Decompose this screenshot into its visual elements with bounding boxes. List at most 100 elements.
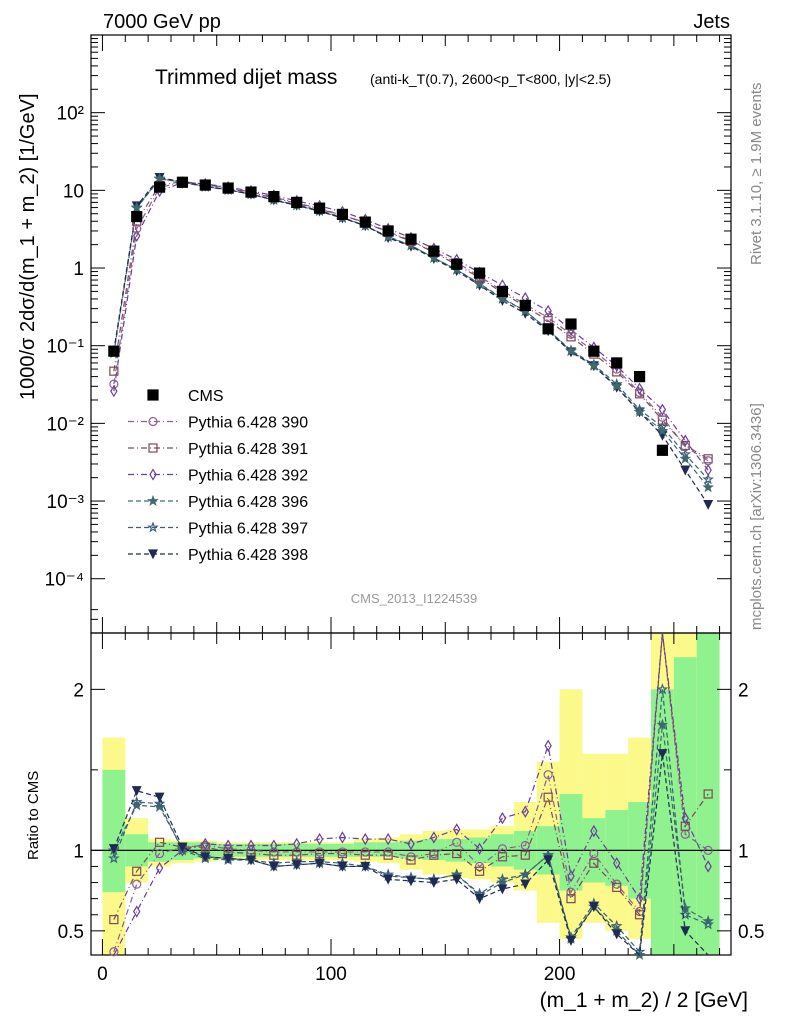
data-point: [566, 332, 576, 342]
data-point: [681, 811, 689, 825]
data-point: [430, 831, 438, 844]
data-point: [405, 233, 417, 245]
data-point: [293, 837, 301, 851]
data-point: [520, 850, 530, 860]
data-point: [679, 908, 692, 920]
data-point: [268, 191, 280, 203]
markers-pythia-6-428-398: [108, 172, 714, 510]
data-point: [176, 176, 189, 188]
data-point: [473, 277, 486, 290]
legend-label: Pythia 6.428 391: [188, 441, 308, 458]
data-point: [130, 795, 143, 808]
y-tick-label: 10⁻³: [47, 492, 85, 513]
band-inner: [376, 842, 400, 857]
data-point: [566, 329, 576, 339]
band-inner: [673, 657, 697, 955]
data-point: [382, 225, 394, 237]
data-point: [429, 850, 439, 860]
data-point: [245, 186, 257, 198]
data-point: [147, 389, 159, 401]
data-point: [247, 839, 255, 852]
data-point: [360, 850, 370, 860]
markers-cms: [108, 176, 669, 456]
data-point: [657, 415, 668, 425]
data-point: [110, 384, 118, 398]
data-point: [474, 861, 485, 872]
data-point: [133, 229, 141, 242]
data-point: [519, 299, 531, 312]
ratio-y-tick-label: 2: [738, 680, 749, 701]
band-inner: [353, 842, 377, 857]
data-point: [475, 842, 484, 855]
data-point: [497, 852, 508, 862]
data-point: [543, 855, 554, 866]
data-point: [635, 382, 644, 395]
main-panel-series: [107, 172, 715, 510]
legend-label: Pythia 6.428 398: [188, 547, 308, 564]
series-line: [113, 181, 709, 471]
data-point: [383, 850, 393, 860]
data-point: [496, 292, 509, 304]
data-point: [109, 366, 119, 376]
plot-frames: [90, 34, 732, 956]
data-point: [658, 403, 667, 416]
data-point: [704, 860, 712, 873]
legend-entry: Pythia 6.428 396: [128, 494, 308, 511]
data-point: [681, 434, 689, 447]
data-point: [680, 926, 691, 937]
series-pythia-6-428-391: [113, 180, 709, 460]
analysis-id: CMS_2013_I1224539: [351, 591, 478, 606]
data-point: [633, 945, 646, 957]
legend: CMS Pythia 6.428 390 Pythia 6.428 391 Pythi…: [128, 388, 308, 564]
data-point: [679, 452, 692, 464]
data-point: [131, 786, 142, 797]
y-tick-label: 10⁻¹: [47, 337, 85, 358]
data-point: [270, 839, 278, 852]
band-inner: [102, 769, 126, 893]
data-point: [155, 861, 164, 875]
legend-label: Pythia 6.428 396: [188, 494, 308, 511]
legend-label: CMS: [188, 388, 224, 405]
data-point: [314, 858, 325, 869]
data-point: [177, 842, 188, 853]
data-point: [656, 683, 669, 695]
energy-label: 7000 GeV pp: [103, 11, 221, 33]
data-point: [131, 210, 143, 223]
data-point: [542, 323, 554, 335]
ratio-line: [113, 632, 709, 956]
y-axis-label-main: 1000/σ 2dσ/d(m_1 + m_2) [1/GeV]: [17, 93, 39, 400]
data-point: [590, 824, 598, 838]
data-point: [496, 873, 509, 885]
legend-label: Pythia 6.428 397: [188, 521, 308, 538]
data-point: [383, 874, 394, 885]
data-point: [520, 879, 531, 890]
data-point: [702, 473, 715, 485]
data-point: [268, 861, 279, 872]
data-point: [153, 797, 166, 809]
data-point: [702, 918, 715, 930]
data-point: [291, 196, 303, 208]
data-point: [132, 879, 142, 889]
markers-pythia-6-428-397: [107, 172, 715, 485]
data-point: [703, 456, 713, 466]
data-point: [223, 853, 234, 864]
data-point: [133, 905, 141, 918]
data-point: [544, 739, 552, 752]
band-inner: [605, 810, 629, 886]
legend-entry: Pythia 6.428 397: [128, 521, 308, 538]
data-point: [338, 831, 347, 844]
data-point: [496, 285, 509, 297]
data-point: [153, 800, 166, 812]
data-point: [610, 380, 623, 392]
data-point: [154, 792, 165, 803]
data-point: [589, 848, 599, 859]
ratio-y-tick-label: 0.5: [58, 922, 84, 943]
data-point: [224, 839, 232, 852]
data-point: [428, 877, 439, 888]
legend-entry: Pythia 6.428 390: [128, 415, 308, 432]
data-point: [587, 359, 600, 371]
data-point: [565, 344, 577, 357]
legend-entry: Pythia 6.428 392: [128, 468, 308, 485]
band-inner: [148, 842, 171, 862]
